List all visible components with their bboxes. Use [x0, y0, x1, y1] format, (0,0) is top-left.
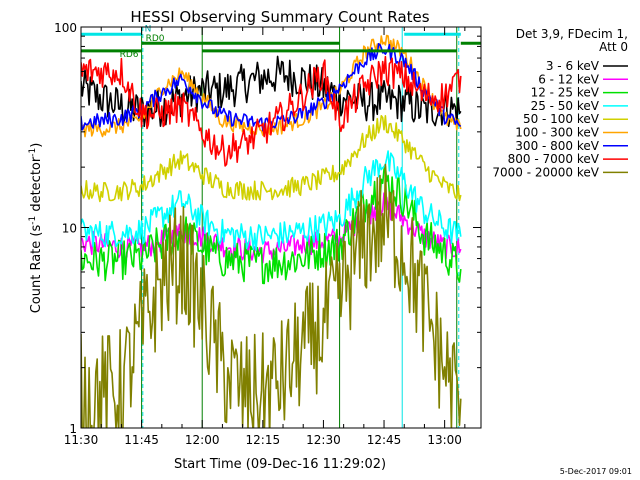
y-axis-label-part-2: detector	[29, 156, 44, 216]
x-axis-label: Start Time (09-Dec-16 11:29:02)	[174, 457, 386, 472]
x-tick-label-7: 13:00	[427, 433, 462, 447]
y-tick-label-2: 10	[62, 222, 77, 236]
y-axis-label-part-3: )	[29, 143, 44, 148]
x-axis: 11:30 11:45 12:00 12:15 12:30 12:45 13:00	[64, 27, 466, 447]
bar-label-rd0: RD0	[146, 34, 165, 44]
series-line-1	[81, 55, 462, 128]
legend-label-2: 6 - 12 keV	[538, 72, 600, 86]
y-tick-label-3: 100	[54, 21, 77, 35]
y-axis-label-exp-2: -1	[28, 148, 38, 157]
series-line-8	[81, 55, 462, 167]
legend-label-5: 50 - 100 keV	[523, 112, 600, 126]
bar-label-rd6: RD6	[120, 50, 139, 60]
legend-title-line-1: Det 3,9, FDecim 1,	[516, 27, 628, 41]
x-tick-label-5: 12:30	[306, 433, 341, 447]
y-axis-label: Count Rate (s-1 detector-1)	[28, 143, 44, 314]
y-axis-label-part-1: Count Rate (s	[29, 225, 44, 314]
chart-title: HESSI Observing Summary Count Rates	[130, 8, 429, 26]
legend-title-line-2: Att 0	[599, 40, 628, 54]
legend-label-7: 300 - 800 keV	[515, 139, 599, 153]
legend-label-9: 7000 - 20000 keV	[492, 165, 599, 179]
series-line-5	[81, 115, 462, 203]
y-axis: 1 10 100	[54, 21, 481, 436]
x-tick-label-4: 12:15	[246, 433, 281, 447]
legend-label-1: 3 - 6 keV	[546, 59, 600, 73]
x-tick-label-1: 11:30	[64, 433, 99, 447]
legend-label-3: 12 - 25 keV	[531, 86, 600, 100]
bar-label-n: N	[145, 24, 152, 34]
legend-label-6: 100 - 300 keV	[515, 126, 599, 140]
plot-timestamp: 5-Dec-2017 09:01	[560, 467, 632, 476]
legend-label-4: 25 - 50 keV	[531, 99, 600, 113]
series-line-9	[81, 163, 462, 428]
x-tick-label-3: 12:00	[185, 433, 220, 447]
x-tick-label-2: 11:45	[124, 433, 159, 447]
series-line-4	[81, 150, 462, 251]
series-line-2	[81, 192, 462, 264]
y-tick-label-1: 1	[69, 422, 77, 436]
y-axis-label-exp-1: -1	[28, 216, 38, 225]
x-tick-label-6: 12:45	[367, 433, 402, 447]
series-layer	[81, 34, 462, 428]
legend-label-8: 800 - 7000 keV	[508, 152, 600, 166]
